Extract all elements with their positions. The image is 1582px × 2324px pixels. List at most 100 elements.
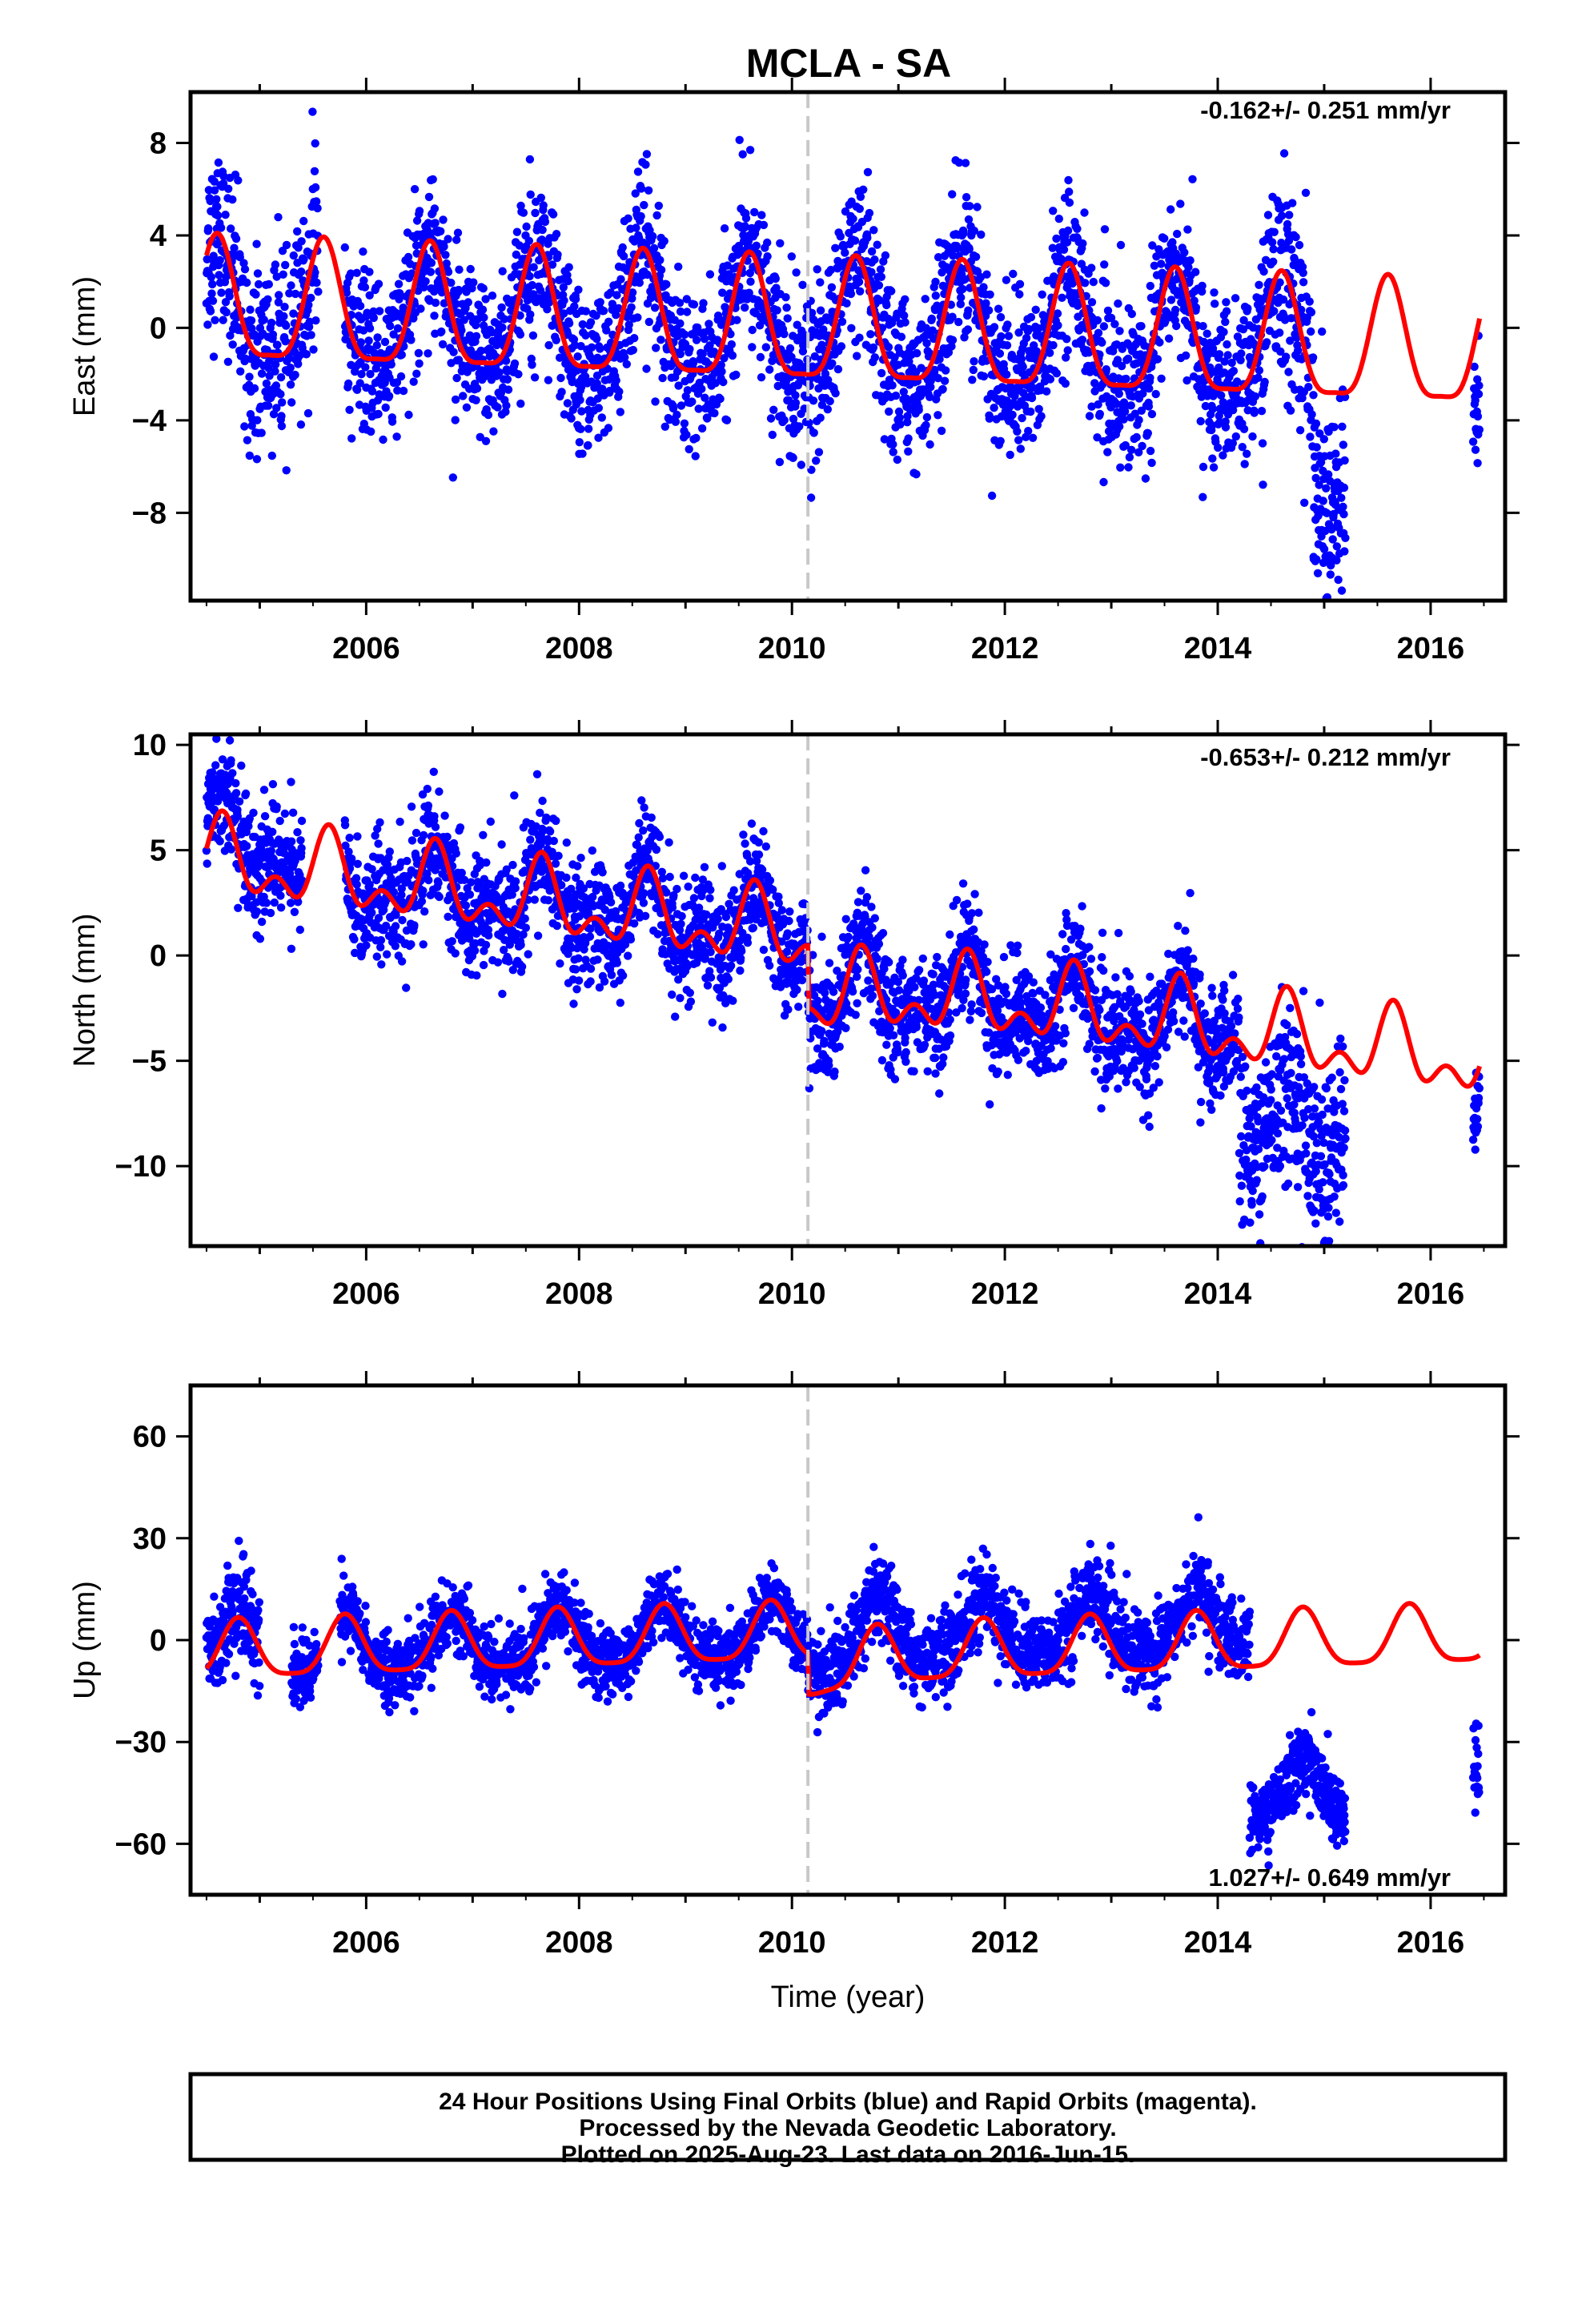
east-data-point	[404, 252, 413, 262]
north-data-point	[396, 817, 404, 826]
east-data-point	[671, 417, 681, 426]
east-data-point	[430, 204, 440, 213]
east-data-point	[996, 312, 1006, 322]
north-data-point	[576, 854, 585, 862]
east-data-point	[299, 216, 308, 226]
east-data-point	[594, 404, 603, 412]
east-data-point	[271, 367, 279, 376]
north-data-point	[472, 971, 481, 980]
east-data-point	[1137, 322, 1146, 331]
east-data-point	[628, 294, 636, 303]
east-data-point	[940, 376, 950, 385]
north-data-point	[520, 914, 529, 923]
east-data-point	[973, 203, 982, 211]
east-data-point	[965, 244, 974, 254]
east-data-point	[1164, 334, 1174, 343]
east-data-point	[894, 407, 904, 416]
north-data-point	[653, 930, 662, 939]
east-data-point	[785, 344, 795, 353]
east-data-point	[430, 312, 439, 320]
north-data-point	[252, 907, 262, 916]
east-data-point	[1299, 278, 1308, 287]
east-data-point	[1032, 347, 1042, 356]
east-data-point	[780, 416, 789, 424]
east-data-point	[934, 411, 942, 420]
north-data-point	[658, 874, 668, 883]
east-data-point	[745, 146, 755, 155]
north-data-point	[739, 830, 748, 839]
east-data-point	[253, 269, 263, 278]
east-data-point	[525, 271, 534, 281]
east-data-point	[1114, 389, 1124, 398]
east-data-point	[497, 303, 506, 312]
east-data-point	[1248, 432, 1257, 441]
east-data-point	[691, 452, 700, 460]
north-data-point	[668, 903, 677, 912]
east-data-point	[717, 360, 725, 370]
east-data-point	[552, 336, 560, 344]
north-data-point	[736, 966, 745, 975]
east-data-point	[269, 410, 279, 419]
east-data-point	[459, 392, 468, 400]
east-data-point	[227, 224, 235, 233]
east-data-point	[263, 401, 273, 410]
east-data-point	[1084, 348, 1094, 357]
east-data-point	[1078, 336, 1087, 344]
north-data-point	[434, 879, 443, 887]
east-data-point	[1146, 373, 1154, 382]
east-data-point	[1260, 377, 1269, 387]
north-data-point	[345, 834, 354, 842]
east-data-point	[294, 243, 303, 252]
east-data-point	[674, 381, 683, 390]
east-data-point	[1053, 309, 1062, 318]
east-data-point	[814, 448, 824, 456]
east-data-point	[964, 306, 973, 315]
east-data-point	[995, 349, 1005, 358]
east-data-point	[1313, 569, 1323, 577]
east-data-point	[809, 396, 818, 405]
east-data-point	[1239, 424, 1249, 433]
north-data-point	[350, 935, 359, 944]
north-data-point	[655, 832, 665, 842]
east-data-point	[783, 314, 792, 323]
east-data-point	[1198, 281, 1207, 291]
east-data-point	[618, 243, 627, 252]
east-data-point	[1259, 267, 1268, 276]
east-data-point	[635, 278, 644, 287]
east-data-point	[281, 260, 290, 270]
north-data-point	[516, 940, 525, 950]
east-data-point	[1106, 313, 1116, 323]
north-data-point	[424, 801, 433, 810]
east-data-point	[365, 291, 374, 300]
east-data-point	[1146, 446, 1155, 456]
east-data-point	[495, 368, 504, 377]
east-data-point	[692, 433, 701, 443]
east-data-point	[272, 404, 281, 412]
east-data-point	[856, 192, 865, 201]
east-data-point	[578, 449, 587, 458]
east-data-point	[897, 332, 906, 341]
east-data-point	[942, 366, 950, 375]
east-data-point	[922, 412, 932, 422]
east-data-point	[528, 331, 538, 340]
east-data-point	[612, 291, 621, 300]
east-data-point	[502, 401, 511, 410]
east-data-point	[586, 318, 596, 327]
east-data-point	[1257, 407, 1267, 416]
north-data-point	[607, 971, 616, 979]
east-data-point	[1307, 327, 1315, 336]
east-data-point	[381, 403, 390, 412]
east-data-point	[652, 344, 661, 352]
east-data-point	[455, 265, 464, 274]
east-data-point	[576, 383, 586, 392]
east-data-point	[881, 251, 890, 260]
east-data-point	[560, 296, 568, 305]
north-data-point	[397, 957, 407, 966]
east-data-point	[866, 330, 875, 339]
east-data-point	[612, 376, 620, 385]
east-data-point	[930, 365, 939, 375]
east-data-point	[643, 270, 652, 279]
east-data-point	[1103, 306, 1113, 316]
east-data-point	[250, 384, 259, 393]
